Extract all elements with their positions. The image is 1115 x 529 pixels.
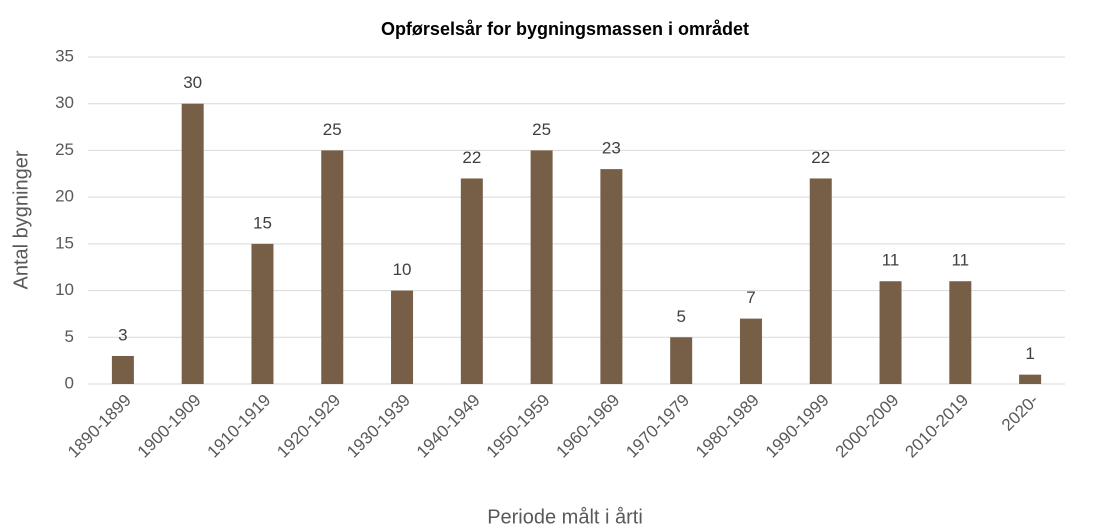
data-label: 1 xyxy=(1025,344,1034,363)
data-label: 5 xyxy=(676,307,685,326)
bar xyxy=(879,281,902,384)
bar xyxy=(251,243,274,384)
y-tick-label: 5 xyxy=(65,327,74,346)
data-label: 23 xyxy=(602,139,621,158)
x-tick-label: 1910-1919 xyxy=(204,391,275,462)
y-tick-label: 25 xyxy=(55,140,74,159)
data-label: 10 xyxy=(393,260,412,279)
data-label: 7 xyxy=(746,288,755,307)
x-tick-label: 1960-1969 xyxy=(552,391,623,462)
bar xyxy=(600,169,623,384)
bar xyxy=(391,290,414,384)
y-tick-label: 30 xyxy=(55,93,74,112)
y-tick-label: 15 xyxy=(55,233,74,252)
x-tick-label: 1980-1989 xyxy=(692,391,763,462)
bar xyxy=(321,150,344,384)
data-label: 11 xyxy=(951,251,969,270)
bar xyxy=(460,178,483,384)
x-tick-label: 2020- xyxy=(998,391,1042,435)
bar xyxy=(530,150,553,384)
x-tick-label: 1990-1999 xyxy=(762,391,833,462)
y-tick-label: 0 xyxy=(65,373,74,392)
x-tick-label: 2000-2009 xyxy=(832,391,903,462)
data-label: 30 xyxy=(183,73,202,92)
x-tick-label: 1900-1909 xyxy=(134,391,205,462)
y-axis-label: Antal bygninger xyxy=(10,150,32,289)
y-tick-label: 35 xyxy=(55,46,74,65)
bar xyxy=(739,318,762,384)
x-tick-label: 1940-1949 xyxy=(413,391,484,462)
data-label: 15 xyxy=(253,213,272,232)
data-label: 25 xyxy=(323,120,342,139)
x-tick-label: 1930-1939 xyxy=(343,391,414,462)
x-axis-label: Periode målt i årti xyxy=(487,506,643,528)
data-label: 3 xyxy=(118,325,127,344)
bar xyxy=(181,103,204,384)
chart-title: Opførselsår for bygningsmassen i området xyxy=(381,19,749,39)
bar xyxy=(670,337,693,384)
data-label: 25 xyxy=(532,120,551,139)
y-tick-label: 10 xyxy=(55,280,74,299)
x-tick-label: 2010-2019 xyxy=(901,391,972,462)
data-label: 11 xyxy=(882,251,900,270)
bar xyxy=(111,355,134,384)
x-tick-label: 1890-1899 xyxy=(64,391,135,462)
data-label: 22 xyxy=(811,148,830,167)
x-tick-label: 1970-1979 xyxy=(622,391,693,462)
y-tick-label: 20 xyxy=(55,187,74,206)
x-tick-label: 1950-1959 xyxy=(483,391,554,462)
data-label: 22 xyxy=(462,148,481,167)
bar xyxy=(1019,374,1042,384)
x-tick-label: 1920-1929 xyxy=(273,391,344,462)
bar xyxy=(949,281,972,384)
bar xyxy=(809,178,832,384)
